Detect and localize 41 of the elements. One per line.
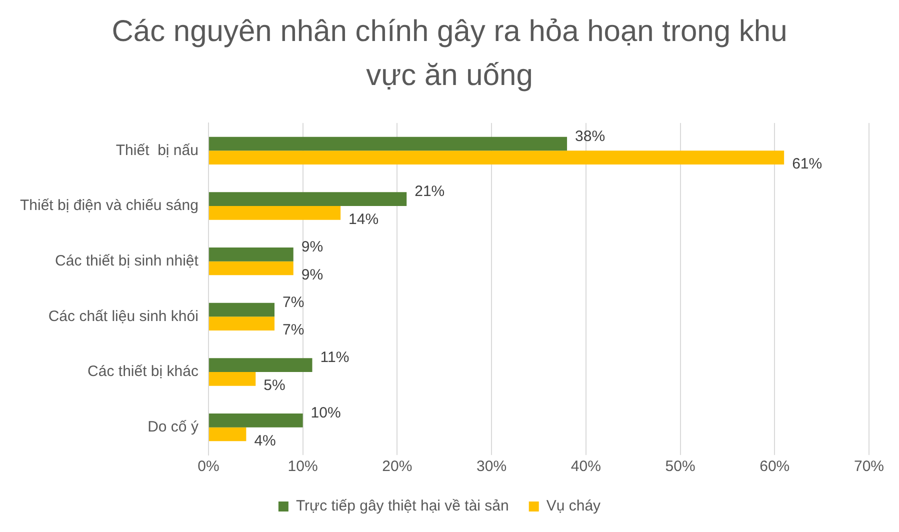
bar — [208, 192, 407, 206]
x-tick-label: 30% — [476, 458, 507, 476]
x-tick-label: 70% — [854, 458, 884, 476]
data-label: 14% — [348, 211, 379, 228]
legend-label: Trực tiếp gây thiệt hại về tài sản — [296, 498, 509, 515]
bar — [208, 358, 312, 372]
data-label: 5% — [264, 377, 286, 394]
y-tick-label: Các thiết bị khác — [88, 363, 199, 380]
x-tick-label: 50% — [665, 458, 696, 476]
chart-title: Các nguyên nhân chính gây ra hỏa hoạn trong khu vực ăn uống — [110, 14, 788, 94]
bar — [208, 302, 275, 317]
bar — [208, 248, 294, 262]
y-tick-label: Các chất liệu sinh khói — [48, 308, 198, 325]
data-label: 38% — [575, 128, 606, 145]
data-label: 7% — [282, 322, 304, 339]
y-tick-label: Thiết bị điện và chiếu sáng — [20, 197, 198, 214]
x-tick-label: 60% — [760, 458, 790, 476]
bar — [208, 414, 303, 428]
bar — [208, 150, 784, 164]
data-label: 4% — [254, 432, 276, 450]
y-tick-label: Các thiết bị sinh nhiệt — [55, 252, 200, 270]
bar — [208, 427, 246, 442]
data-label: 9% — [301, 238, 324, 256]
data-label: 21% — [414, 183, 445, 200]
legend-label: Vụ cháy — [546, 498, 602, 515]
bar — [208, 372, 256, 386]
x-tick-label: 20% — [382, 458, 412, 476]
data-label: 7% — [282, 294, 304, 311]
data-label: 11% — [320, 349, 350, 366]
data-label: 10% — [310, 404, 341, 422]
y-tick-label: Thiết bị nấu — [116, 142, 198, 159]
data-label: 61% — [792, 156, 822, 173]
bar — [208, 206, 341, 220]
bar — [208, 136, 568, 151]
bar — [208, 316, 275, 330]
bar — [208, 261, 294, 276]
x-tick-label: 10% — [288, 458, 318, 476]
x-tick-label: 40% — [570, 458, 601, 476]
x-tick-label: 0% — [198, 458, 220, 476]
data-label: 9% — [301, 266, 324, 284]
y-tick-label: Do cố ý — [148, 418, 199, 436]
